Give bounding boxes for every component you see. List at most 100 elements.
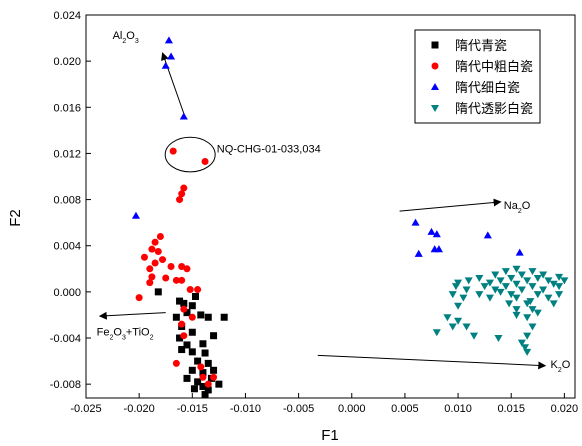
data-point	[220, 313, 228, 321]
data-point	[555, 273, 564, 281]
data-point	[485, 279, 494, 287]
data-point	[451, 283, 460, 291]
y-axis-ticks: -0.008 -0.004 0.000 0.004 0.008 0.012 0.016 0.0…	[50, 10, 91, 391]
data-point	[148, 273, 156, 281]
data-point	[523, 348, 532, 356]
data-point	[517, 286, 526, 294]
x-tick-label: -0.015	[177, 403, 208, 415]
y-axis-title: F2	[7, 209, 24, 227]
x-axis-ticks: -0.025 -0.020 -0.015 -0.010 -0.005 0.000 0.005…	[70, 393, 578, 415]
data-point	[131, 211, 140, 219]
x-tick-label: 0.015	[497, 403, 525, 415]
data-point	[148, 245, 156, 253]
data-point	[505, 300, 514, 308]
y-tick-label: 0.008	[53, 195, 81, 207]
data-point	[151, 238, 159, 246]
legend-label: 隋代透影白瓷	[455, 101, 533, 116]
data-point	[560, 277, 569, 285]
data-point	[507, 291, 516, 299]
data-point	[507, 275, 516, 283]
data-point	[199, 382, 207, 390]
data-point	[512, 311, 521, 319]
data-point	[178, 262, 186, 270]
annotation-label: Na2O	[504, 200, 531, 215]
data-point	[183, 309, 191, 317]
legend-label: 隋代中粗白瓷	[455, 59, 533, 74]
x-tick-label: 0.020	[551, 403, 579, 415]
data-point	[215, 380, 223, 388]
data-point	[533, 309, 542, 317]
data-point	[544, 294, 553, 302]
legend-label: 隋代青瓷	[455, 38, 507, 53]
data-point	[459, 294, 468, 302]
annotation-label: K2O	[551, 359, 571, 374]
data-point	[434, 245, 443, 253]
data-point	[183, 374, 191, 382]
data-point	[190, 385, 198, 393]
data-point	[427, 227, 436, 235]
data-point	[169, 147, 177, 155]
data-point	[204, 386, 212, 394]
y-tick-label: 0.012	[53, 148, 81, 160]
data-point	[480, 283, 489, 291]
data-point	[197, 311, 205, 319]
annotation-arrow	[399, 198, 502, 212]
annotation-arrow	[317, 354, 547, 370]
data-point	[140, 253, 148, 261]
data-point	[178, 320, 186, 328]
data-point	[186, 286, 194, 294]
data-point	[528, 306, 537, 314]
data-point	[183, 265, 191, 273]
x-tick-label: 0.010	[444, 403, 472, 415]
legend-label: 隋代细白瓷	[455, 80, 520, 95]
data-point	[188, 328, 196, 336]
data-point	[159, 256, 167, 264]
data-point	[533, 291, 542, 299]
data-point	[164, 36, 173, 44]
data-point	[517, 339, 526, 347]
x-tick-label: -0.025	[70, 403, 101, 415]
data-point	[156, 232, 164, 240]
data-point	[162, 274, 170, 282]
data-point	[491, 271, 500, 279]
data-point	[154, 247, 162, 255]
data-point	[464, 277, 473, 285]
data-point	[201, 349, 209, 357]
data-point	[191, 292, 199, 300]
data-point	[194, 378, 202, 386]
x-axis-title: F1	[321, 427, 339, 444]
data-point	[151, 259, 159, 267]
annotation-label: NQ-CHG-01-033,034	[217, 143, 321, 155]
data-point	[521, 344, 530, 352]
data-point	[204, 380, 212, 388]
x-tick-label: -0.010	[230, 403, 261, 415]
data-point	[528, 283, 537, 291]
data-point	[172, 276, 180, 284]
data-point	[432, 329, 441, 337]
data-point	[194, 286, 202, 294]
data-point	[501, 268, 510, 276]
series-3	[131, 36, 524, 257]
data-point	[210, 332, 218, 340]
data-point	[523, 300, 532, 308]
data-point	[432, 230, 441, 238]
data-point	[135, 294, 143, 302]
annotations: Al2O3 NQ-CHG-01-033,034 Na2O Fe2O3+TiO2 K2O	[97, 30, 571, 373]
y-tick-label: 0.004	[53, 241, 81, 253]
data-point	[414, 249, 423, 257]
data-point	[491, 286, 500, 294]
y-tick-label: 0.024	[53, 10, 81, 22]
data-point	[462, 286, 471, 294]
data-point	[549, 280, 558, 288]
data-point	[176, 297, 184, 305]
legend-marker	[431, 62, 439, 70]
data-point	[179, 112, 188, 120]
data-point	[167, 52, 176, 60]
data-point	[176, 334, 184, 342]
plot-area-frame	[85, 14, 576, 399]
data-point	[199, 373, 207, 381]
data-point	[188, 366, 196, 374]
data-point	[146, 265, 154, 273]
x-tick-label: 0.000	[338, 403, 366, 415]
